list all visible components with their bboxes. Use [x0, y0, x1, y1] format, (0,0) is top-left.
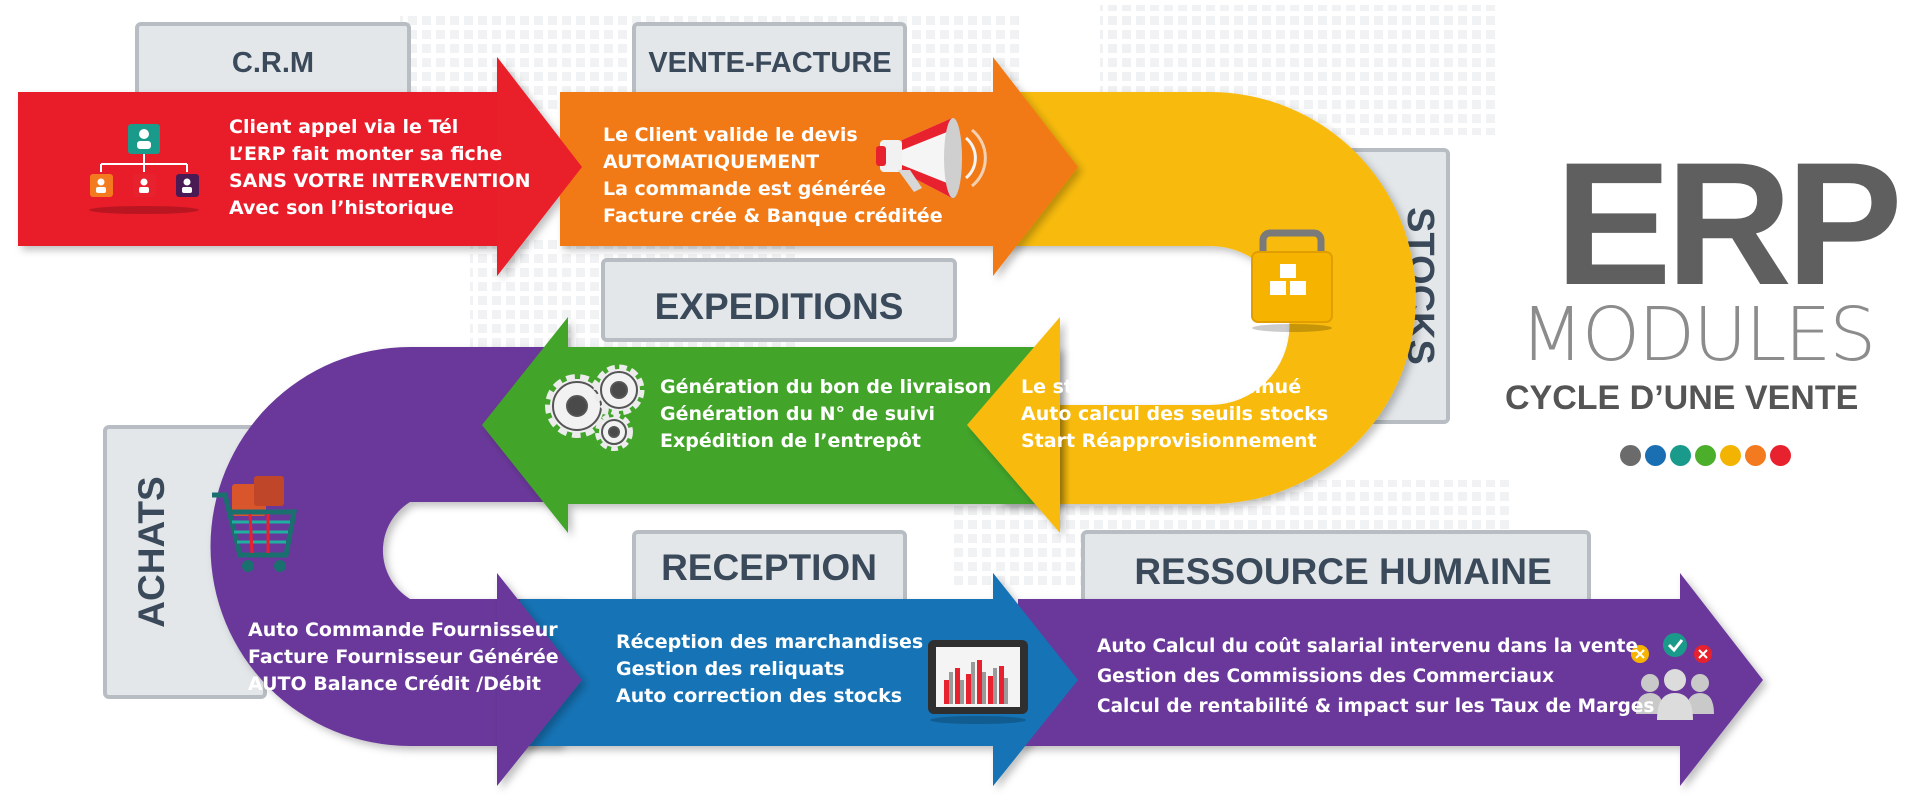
- modules-title: MODULES: [1520, 292, 1876, 378]
- stocks-arrowhead: [967, 317, 1060, 533]
- crm-tab-label: C.R.M: [232, 47, 314, 79]
- reception-tab-label: RECEPTION: [661, 547, 877, 588]
- team-icon: [1631, 633, 1714, 720]
- vente-facture-line: Facture crée & Banque créditée: [603, 205, 943, 227]
- expeditions-line: Génération du bon de livraison: [660, 376, 992, 398]
- color-dot: [1645, 445, 1666, 466]
- vente-facture-line: Le Client valide le devis: [603, 124, 858, 146]
- color-dots: [1620, 445, 1791, 466]
- stocks-description: Le stock est Auto-diminué Auto calcul de…: [1021, 374, 1328, 455]
- reception-line: Gestion des reliquats: [616, 658, 845, 680]
- color-dot: [1670, 445, 1691, 466]
- crm-line: L’ERP fait monter sa fiche: [229, 143, 503, 165]
- stocks-line: Le stock est Auto-diminué: [1021, 376, 1302, 398]
- reception-line: Réception des marchandises: [616, 631, 924, 653]
- achats-line: Facture Fournisseur Générée: [248, 646, 559, 668]
- ressource-humaine-tab: RESSOURCE HUMAINE: [1081, 530, 1591, 614]
- achats-description: Auto Commande Fournisseur Facture Fourni…: [248, 617, 559, 698]
- ressource-humaine-band: [1018, 573, 1763, 786]
- cycle-subtitle: CYCLE D’UNE VENTE: [1505, 379, 1859, 417]
- erp-title-block: ERP MODULES CYCLE D’UNE VENTE: [1495, 127, 1920, 480]
- megaphone-icon: [876, 118, 987, 198]
- crm-line: Client appel via le Tél: [229, 116, 459, 138]
- gears-icon: [545, 364, 645, 451]
- vente-facture-description: Le Client valide le devis AUTOMATIQUEMEN…: [603, 122, 943, 230]
- achats-band: [210, 347, 560, 746]
- reception-arrowhead: [993, 573, 1078, 786]
- shopping-cart-icon: [212, 476, 298, 572]
- package-box-icon: [1251, 229, 1333, 332]
- achats-arrowhead: [497, 573, 582, 786]
- org-chart-icon: [89, 124, 199, 214]
- stocks-line: Auto calcul des seuils stocks: [1021, 403, 1329, 425]
- crm-line: Avec son l’historique: [229, 197, 454, 219]
- color-dot: [1620, 445, 1641, 466]
- achats-tab-label: ACHATS: [131, 476, 172, 627]
- achats-line: AUTO Balance Crédit /Débit: [248, 673, 542, 695]
- crm-band: [18, 57, 582, 276]
- expeditions-line: Génération du N° de suivi: [660, 403, 935, 425]
- color-dot: [1770, 445, 1791, 466]
- ressource-humaine-line: Gestion des Commissions des Commerciaux: [1097, 666, 1555, 687]
- reception-description: Réception des marchandises Gestion des r…: [616, 629, 923, 710]
- stocks-band: [1000, 92, 1416, 504]
- color-dot: [1695, 445, 1716, 466]
- ressource-humaine-line: Auto Calcul du coût salarial intervenu d…: [1097, 636, 1639, 657]
- ressource-humaine-tab-label: RESSOURCE HUMAINE: [1134, 551, 1551, 592]
- erp-title: ERP: [1555, 127, 1903, 322]
- expeditions-tab-label: EXPEDITIONS: [655, 286, 904, 327]
- reception-line: Auto correction des stocks: [616, 685, 903, 707]
- tablet-chart-icon: [928, 640, 1028, 724]
- reception-band: [520, 573, 1078, 786]
- color-dot: [1720, 445, 1741, 466]
- stocks-line: Start Réapprovisionnement: [1021, 430, 1317, 452]
- color-dot: [1745, 445, 1766, 466]
- crm-line: SANS VOTRE INTERVENTION: [229, 170, 531, 192]
- vente-facture-tab-label: VENTE-FACTURE: [648, 47, 891, 79]
- vente-facture-band: [560, 57, 1078, 276]
- crm-description: Client appel via le Tél L’ERP fait monte…: [229, 114, 531, 222]
- ressource-humaine-line: Calcul de rentabilité & impact sur les T…: [1097, 696, 1655, 717]
- crm-arrowhead: [497, 57, 582, 276]
- vente-facture-line: AUTOMATIQUEMENT: [603, 151, 820, 173]
- vente-facture-line: La commande est générée: [603, 178, 886, 200]
- vente-facture-tab: VENTE-FACTURE: [632, 22, 907, 106]
- expeditions-tab: EXPEDITIONS: [601, 258, 957, 342]
- achats-line: Auto Commande Fournisseur: [248, 619, 558, 641]
- expeditions-description: Génération du bon de livraison Génératio…: [660, 374, 992, 455]
- expeditions-line: Expédition de l’entrepôt: [660, 430, 921, 452]
- ressource-humaine-description: Auto Calcul du coût salarial intervenu d…: [1097, 632, 1654, 722]
